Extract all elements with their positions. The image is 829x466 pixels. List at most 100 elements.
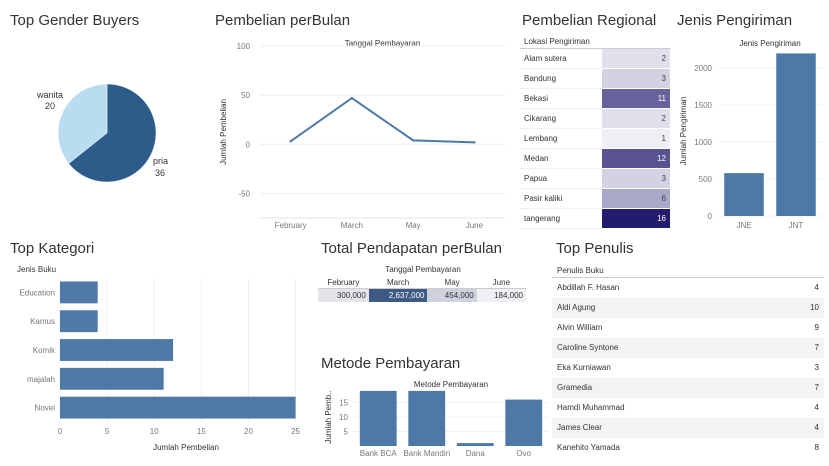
regional-location: Lembang xyxy=(520,129,602,149)
author-name: Eka Kurniawan xyxy=(557,363,611,372)
revenue-cell[interactable]: 2,637,000 xyxy=(368,288,428,302)
author-count: 4 xyxy=(814,403,819,412)
payment-bar[interactable] xyxy=(456,443,494,446)
author-row[interactable]: Alvin William 9 xyxy=(552,318,824,338)
regional-row[interactable]: Medan 12 xyxy=(520,149,670,169)
payment-bar[interactable] xyxy=(408,390,446,446)
monthly-point[interactable] xyxy=(350,96,354,100)
monthly-ytick: 0 xyxy=(246,140,251,149)
monthly-point[interactable] xyxy=(289,140,292,143)
author-row[interactable]: Hamdi Muhammad 4 xyxy=(552,398,824,418)
pie-slice-wanita[interactable] xyxy=(57,83,108,164)
monthly-ytick: -50 xyxy=(238,189,250,198)
category-bar-education[interactable] xyxy=(60,281,98,304)
pie-label-wanita: wanita xyxy=(36,90,63,100)
shipping-ytick: 0 xyxy=(708,212,713,221)
regional-row[interactable]: Bandung 3 xyxy=(520,69,670,89)
regional-cell[interactable]: 3 xyxy=(602,69,670,89)
author-row[interactable]: Abdillah F. Hasan 4 xyxy=(552,278,824,298)
pie-value-pria: 36 xyxy=(155,168,165,178)
category-bar-novel[interactable] xyxy=(60,396,296,419)
shipping-bar-jnt[interactable] xyxy=(776,53,816,217)
category-ytick: Komik xyxy=(33,346,56,355)
revenue-grid: February March May June 300,000 2,637,000 454,… xyxy=(318,276,526,302)
author-title: Top Penulis xyxy=(556,240,634,257)
payment-xtick: Ovo xyxy=(516,449,531,458)
author-count: 9 xyxy=(814,323,819,332)
shipping-header: Jenis Pengiriman xyxy=(739,39,800,48)
shipping-bar-jne[interactable] xyxy=(724,173,764,216)
revenue-cell[interactable]: 454,000 xyxy=(427,288,477,302)
regional-row[interactable]: Lembang 1 xyxy=(520,129,670,149)
shipping-ytick: 1500 xyxy=(694,101,712,110)
regional-cell[interactable]: 16 xyxy=(602,209,670,229)
category-ytick: majalah xyxy=(27,375,55,384)
revenue-header: Tanggal Pembayaran xyxy=(385,265,461,274)
revenue-cell[interactable]: 184,000 xyxy=(476,288,526,302)
author-name: Kanehito Yamada xyxy=(557,443,620,452)
regional-cell[interactable]: 12 xyxy=(602,149,670,169)
regional-cell[interactable]: 2 xyxy=(602,49,670,69)
regional-row[interactable]: Pasir kaliki 6 xyxy=(520,189,670,209)
regional-heatmap: Lokasi Pengiriman Alam sutera 2 Bandung 3 Bek… xyxy=(520,35,670,230)
author-row[interactable]: James Clear 4 xyxy=(552,418,824,438)
regional-location: Bandung xyxy=(520,69,602,89)
pie-label-pria: pria xyxy=(153,156,168,166)
regional-row[interactable]: tangerang 16 xyxy=(520,209,670,229)
regional-cell[interactable]: 1 xyxy=(602,129,670,149)
author-row[interactable]: Kanehito Yamada 8 xyxy=(552,438,824,458)
payment-bar[interactable] xyxy=(359,390,397,446)
regional-row[interactable]: Alam sutera 2 xyxy=(520,49,670,69)
author-name: Caroline Syntone xyxy=(557,343,619,352)
category-xlabel: Jumlah Pembelian xyxy=(153,443,219,452)
monthly-header: Tanggal Pembayaran xyxy=(345,39,421,48)
category-xtick: 10 xyxy=(150,427,159,436)
author-row[interactable]: Eka Kurniawan 3 xyxy=(552,358,824,378)
author-row[interactable]: Caroline Syntone 7 xyxy=(552,338,824,358)
payment-ytick: 15 xyxy=(339,399,348,408)
monthly-ytick: 50 xyxy=(241,91,250,100)
revenue-table: Tanggal Pembayaran February March May June 30… xyxy=(318,264,528,308)
regional-location: Alam sutera xyxy=(520,49,602,69)
category-bar-komik[interactable] xyxy=(60,339,174,361)
payment-bar[interactable] xyxy=(505,399,543,446)
author-name: Aldi Agung xyxy=(557,303,596,312)
category-xtick: 5 xyxy=(105,427,110,436)
monthly-point[interactable] xyxy=(411,139,415,142)
monthly-series-line[interactable] xyxy=(290,96,475,144)
payment-title: Metode Pembayaran xyxy=(321,355,461,372)
regional-row[interactable]: Papua 3 xyxy=(520,169,670,189)
category-bar-majalah[interactable] xyxy=(60,367,164,390)
category-bar-kamus[interactable] xyxy=(60,310,98,333)
author-row[interactable]: Aldi Agung 10 xyxy=(552,298,824,318)
regional-cell[interactable]: 2 xyxy=(602,109,670,129)
revenue-column-header: February xyxy=(318,276,369,289)
revenue-column-header: March xyxy=(368,276,428,289)
category-xtick: 15 xyxy=(197,427,206,436)
regional-row[interactable]: Bekasi 11 xyxy=(520,89,670,109)
author-count: 7 xyxy=(814,383,819,392)
revenue-cell[interactable]: 300,000 xyxy=(318,288,369,302)
author-count: 8 xyxy=(814,443,819,452)
regional-row[interactable]: Cikarang 2 xyxy=(520,109,670,129)
monthly-ytick: 100 xyxy=(237,42,251,51)
monthly-point[interactable] xyxy=(473,141,476,144)
regional-cell[interactable]: 3 xyxy=(602,169,670,189)
author-row[interactable]: Gramedia 7 xyxy=(552,378,824,398)
payment-ylabel: Jumlah Pemb.. xyxy=(324,390,333,443)
regional-cell[interactable]: 6 xyxy=(602,189,670,209)
pie-slice-pria[interactable] xyxy=(68,83,157,183)
shipping-xtick: JNE xyxy=(736,221,751,230)
monthly-xtick: May xyxy=(406,221,421,230)
revenue-column-header: May xyxy=(427,276,477,289)
monthly-line-chart: Tanggal Pembayaran 100 50 0 -50 February March… xyxy=(219,39,505,230)
category-bar-chart: Jenis Buku 0 5 10 15 20 25 Education Kamus Komik m… xyxy=(17,265,301,452)
regional-location: Papua xyxy=(520,169,602,189)
payment-xtick: Bank BCA xyxy=(360,449,398,458)
category-title: Top Kategori xyxy=(10,240,95,257)
regional-cell[interactable]: 11 xyxy=(602,89,670,109)
monthly-title: Pembelian perBulan xyxy=(215,12,351,29)
gender-title: Top Gender Buyers xyxy=(10,12,140,29)
shipping-ytick: 1000 xyxy=(694,138,712,147)
